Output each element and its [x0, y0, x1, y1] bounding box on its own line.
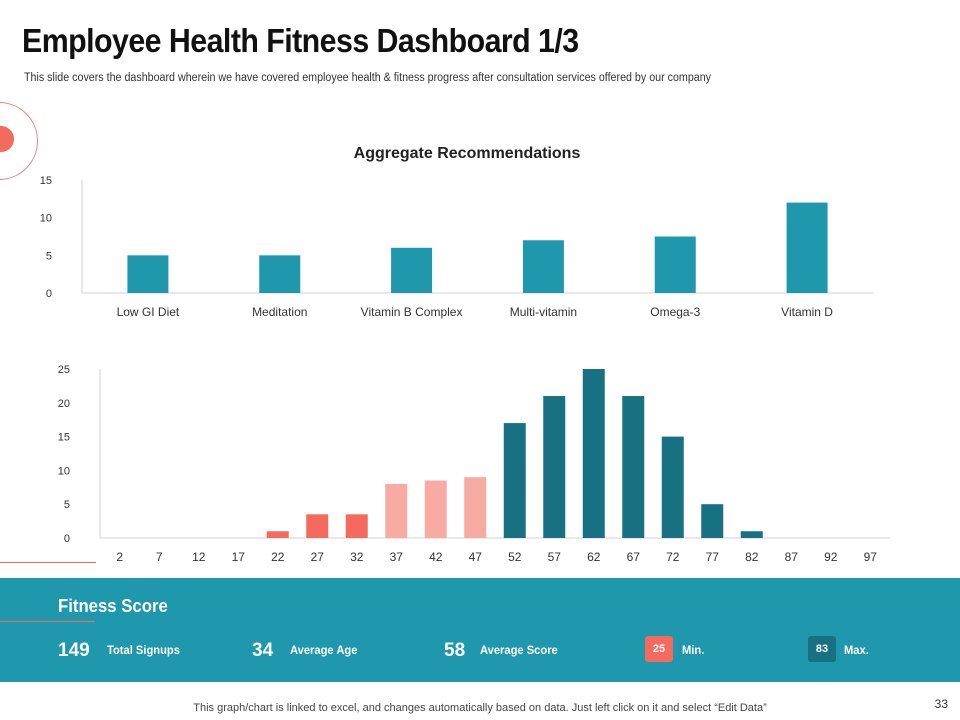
total-signups-value: 149 — [58, 640, 90, 661]
decorative-dot — [0, 126, 14, 152]
chart-title: Aggregate Recommendations — [354, 145, 581, 162]
y-tick-label: 15 — [58, 432, 70, 444]
x-tick-label: 92 — [824, 550, 838, 564]
x-tick-label: Vitamin D — [781, 305, 833, 319]
bar-37 — [385, 483, 408, 538]
x-tick-label: 17 — [232, 550, 246, 564]
x-tick-label: 42 — [429, 550, 443, 564]
x-tick-label: 82 — [745, 550, 759, 564]
x-tick-label: Multi-vitamin — [510, 305, 577, 319]
bar-meditation — [259, 255, 301, 293]
average-score-value: 58 — [444, 640, 466, 661]
bar-77 — [701, 504, 724, 538]
x-tick-label: 2 — [116, 550, 123, 564]
y-tick-label: 5 — [46, 250, 52, 262]
bar-vitamin-b-complex — [391, 247, 433, 293]
bar-multi-vitamin — [522, 240, 564, 293]
fitness-score-title: Fitness Score — [58, 596, 168, 616]
bar-vitamin-d — [786, 202, 828, 293]
x-tick-label: 37 — [390, 550, 404, 564]
y-tick-label: 0 — [64, 533, 70, 545]
x-tick-label: 97 — [864, 550, 878, 564]
max-score-label: Max. — [844, 643, 869, 657]
x-tick-label: 52 — [508, 550, 522, 564]
x-tick-label: Omega-3 — [650, 305, 700, 319]
x-tick-label: Meditation — [252, 305, 307, 319]
fitness-score-band — [0, 578, 960, 682]
y-tick-label: 10 — [40, 213, 52, 225]
bar-32 — [345, 514, 368, 538]
x-tick-label: 27 — [311, 550, 325, 564]
x-tick-label: Low GI Diet — [117, 305, 180, 319]
bar-omega-3 — [654, 236, 696, 293]
bar-57 — [543, 396, 566, 538]
bar-47 — [464, 477, 487, 538]
bar-42 — [424, 480, 447, 538]
decorative-line — [0, 562, 96, 563]
x-tick-label: 47 — [469, 550, 483, 564]
y-tick-label: 20 — [58, 398, 70, 410]
total-signups-label: Total Signups — [107, 643, 180, 657]
x-tick-label: 12 — [192, 550, 206, 564]
average-age-value: 34 — [252, 640, 274, 661]
y-tick-label: 10 — [58, 465, 70, 477]
x-tick-label: Vitamin B Complex — [361, 305, 463, 319]
x-tick-label: 72 — [666, 550, 680, 564]
average-age-label: Average Age — [290, 643, 358, 657]
recommendations-chart: 0 5 10 15 Aggregate Recommendations Low GI Di… — [40, 145, 873, 319]
x-tick-label: 62 — [587, 550, 601, 564]
bar-22 — [266, 531, 289, 538]
page-title: Employee Health Fitness Dashboard 1/3 — [22, 22, 579, 59]
y-tick-label: 0 — [46, 288, 52, 300]
bar-62 — [582, 369, 605, 538]
x-tick-label: 57 — [548, 550, 562, 564]
x-tick-label: 67 — [627, 550, 641, 564]
bar-27 — [306, 514, 329, 538]
y-tick-label: 15 — [40, 175, 52, 187]
bar-52 — [503, 423, 526, 538]
x-tick-label: 7 — [156, 550, 163, 564]
x-tick-label: 87 — [785, 550, 799, 564]
x-tick-label: 77 — [706, 550, 720, 564]
page-subtitle: This slide covers the dashboard wherein … — [24, 72, 712, 84]
bar-67 — [622, 396, 645, 538]
footer-note: This graph/chart is linked to excel, and… — [193, 702, 767, 714]
y-tick-label: 5 — [64, 499, 70, 511]
max-score-badge: 83 — [808, 636, 836, 662]
y-tick-label: 25 — [58, 364, 70, 376]
min-score-label: Min. — [682, 643, 705, 657]
x-tick-label: 32 — [350, 550, 364, 564]
page-number: 33 — [934, 697, 948, 711]
average-score-label: Average Score — [480, 643, 558, 657]
x-tick-label: 22 — [271, 550, 285, 564]
fitness-score-underline — [0, 621, 95, 622]
min-score-badge: 25 — [645, 636, 673, 662]
bar-72 — [661, 436, 684, 538]
bar-low-gi-diet — [127, 255, 169, 293]
bar-82 — [740, 531, 763, 538]
